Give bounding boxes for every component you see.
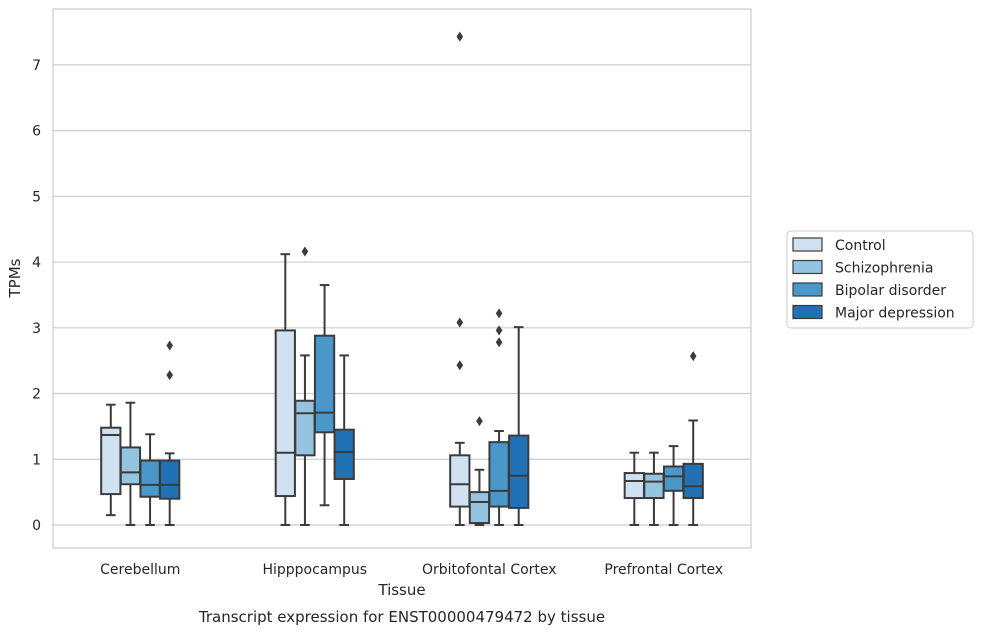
- box-3-2: [662, 445, 685, 526]
- x-tick-label: Prefrontal Cortex: [604, 562, 723, 578]
- box-1-2: [313, 284, 336, 507]
- outlier-point: [689, 351, 697, 362]
- box-1-3: [333, 354, 355, 526]
- box-0-1: [119, 401, 142, 526]
- y-tick-label: 4: [32, 255, 41, 271]
- legend-swatch: [792, 259, 823, 275]
- box-2-3: [508, 326, 530, 526]
- outlier-point: [495, 308, 503, 319]
- box-body: [139, 459, 161, 498]
- outlier-point: [495, 337, 503, 348]
- y-tick-label: 1: [32, 452, 41, 468]
- box-body: [488, 441, 510, 508]
- y-axis-title: TPMs: [6, 258, 24, 298]
- y-tick-label: 2: [32, 387, 41, 403]
- outlier-point: [301, 246, 309, 257]
- box-body: [119, 446, 142, 486]
- outlier-point: [166, 340, 173, 351]
- box-body: [449, 454, 471, 508]
- legend-label: Major depression: [835, 306, 955, 322]
- box-1-1: [294, 246, 316, 526]
- box-body: [333, 428, 355, 480]
- box-2-0: [449, 31, 471, 526]
- outlier-point: [495, 325, 503, 336]
- legend-swatch: [792, 304, 823, 320]
- box-body: [682, 462, 704, 500]
- x-tick-labels: Cerebellum Hipppocampus Orbitofontal Corte…: [100, 562, 723, 578]
- x-tick-label: Hipppocampus: [262, 562, 367, 578]
- y-tick-label: 5: [32, 189, 41, 205]
- plot-frame: [52, 8, 752, 549]
- box-groups: [100, 31, 704, 526]
- outlier-point: [456, 31, 464, 42]
- box-0-0: [100, 403, 122, 517]
- y-tick-labels: 0 1 2 3 4 5 6 7: [32, 58, 41, 534]
- x-tick-label: Orbitofontal Cortex: [422, 562, 557, 578]
- x-tick-label: Cerebellum: [100, 562, 180, 578]
- box-body: [508, 434, 530, 509]
- box-1-0: [274, 253, 296, 526]
- y-tick-label: 7: [32, 58, 41, 74]
- outlier-point: [166, 370, 173, 381]
- y-tick-label: 3: [32, 321, 41, 337]
- chart-caption: Transcript expression for ENST0000047947…: [198, 608, 605, 626]
- legend-swatch: [792, 237, 823, 252]
- legend-swatch: [792, 282, 823, 297]
- x-axis-title: Tissue: [377, 581, 425, 599]
- box-body: [468, 491, 491, 525]
- box-0-2: [139, 433, 161, 526]
- box-body: [100, 426, 122, 496]
- legend-frame: [786, 230, 974, 329]
- box-body: [662, 465, 685, 492]
- y-tick-label: 0: [32, 518, 41, 534]
- outlier-point: [456, 317, 464, 328]
- box-body: [294, 399, 316, 457]
- box-body: [274, 329, 296, 498]
- legend-label: Schizophrenia: [835, 261, 933, 277]
- box-3-0: [623, 451, 645, 526]
- box-body: [643, 472, 665, 500]
- box-3-3: [682, 351, 704, 526]
- box-0-3: [159, 340, 181, 526]
- outlier-point: [476, 416, 483, 427]
- box-body: [313, 334, 336, 434]
- box-body: [159, 459, 181, 500]
- y-tick-label: 6: [32, 124, 41, 140]
- legend-label: Bipolar disorder: [835, 283, 946, 299]
- outlier-point: [456, 360, 464, 371]
- legend: Control Schizophrenia Bipolar disorder Majo…: [786, 230, 974, 329]
- box-body: [623, 472, 645, 500]
- legend-label: Control: [835, 238, 886, 254]
